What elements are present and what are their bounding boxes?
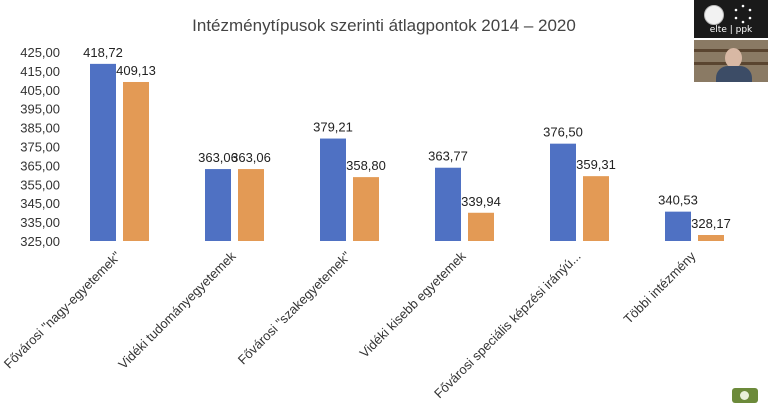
bar-series2-1 (238, 169, 264, 241)
x-axis: Fővárosi "nagy-egyetemek"Vidéki tudomány… (1, 248, 699, 401)
bar-series2-2 (353, 177, 379, 241)
y-tick-label: 405,00 (20, 83, 60, 98)
data-label: 363,77 (428, 149, 468, 164)
bar-series1-1 (205, 169, 231, 241)
y-tick-label: 375,00 (20, 140, 60, 155)
elte-ppk-logo: elte | ppk (694, 0, 768, 38)
bars-group (90, 63, 724, 242)
bar-series2-3 (468, 212, 494, 241)
x-category-label: Fővárosi "nagy-egyetemek" (1, 248, 124, 371)
ppk-dots-icon (734, 4, 752, 24)
data-label: 363,06 (198, 150, 238, 165)
logo-text: elte | ppk (709, 25, 753, 35)
data-label: 328,17 (691, 216, 731, 231)
x-category-label: Vidéki kisebb egyetemek (356, 248, 468, 360)
y-tick-label: 345,00 (20, 196, 60, 211)
y-tick-label: 385,00 (20, 121, 60, 136)
x-category-label: Fővárosi "szakegyetemek" (235, 248, 354, 367)
y-tick-label: 415,00 (20, 64, 60, 79)
y-tick-label: 425,00 (20, 45, 60, 60)
webcam-video (694, 40, 768, 82)
bar-series2-0 (123, 81, 149, 242)
data-label: 339,94 (461, 194, 501, 209)
data-label: 409,13 (116, 63, 156, 78)
y-tick-label: 325,00 (20, 234, 60, 249)
university-seal-icon (704, 5, 724, 25)
presenter-body (716, 66, 752, 82)
y-axis: 325,00 335,00 345,00 355,00 365,00 375,00 385,… (20, 45, 60, 249)
bar-series1-4 (550, 143, 576, 241)
data-label: 359,31 (576, 157, 616, 172)
chart-title: Intézménytípusok szerinti átlagpontok 20… (192, 16, 576, 35)
corner-badge-dot (740, 391, 749, 400)
x-category-label: Vidéki tudományegyetemek (115, 248, 239, 372)
corner-badge-icon (732, 388, 758, 403)
bar-series2-4 (583, 176, 609, 241)
y-tick-label: 365,00 (20, 158, 60, 173)
y-tick-label: 395,00 (20, 102, 60, 117)
bar-series2-5 (698, 235, 724, 241)
bar-series1-5 (665, 211, 691, 241)
y-tick-label: 355,00 (20, 177, 60, 192)
data-label: 358,80 (346, 158, 386, 173)
data-label: 340,53 (658, 193, 698, 208)
data-label: 418,72 (83, 45, 123, 60)
bar-series1-2 (320, 138, 346, 241)
data-label: 363,06 (231, 150, 271, 165)
bar-series1-3 (435, 167, 461, 241)
data-label: 376,50 (543, 125, 583, 140)
presenter-head (725, 48, 742, 68)
bar-series1-0 (90, 63, 116, 241)
data-label: 379,21 (313, 120, 353, 135)
x-category-label: Többi intézmény (621, 248, 699, 326)
y-tick-label: 335,00 (20, 215, 60, 230)
